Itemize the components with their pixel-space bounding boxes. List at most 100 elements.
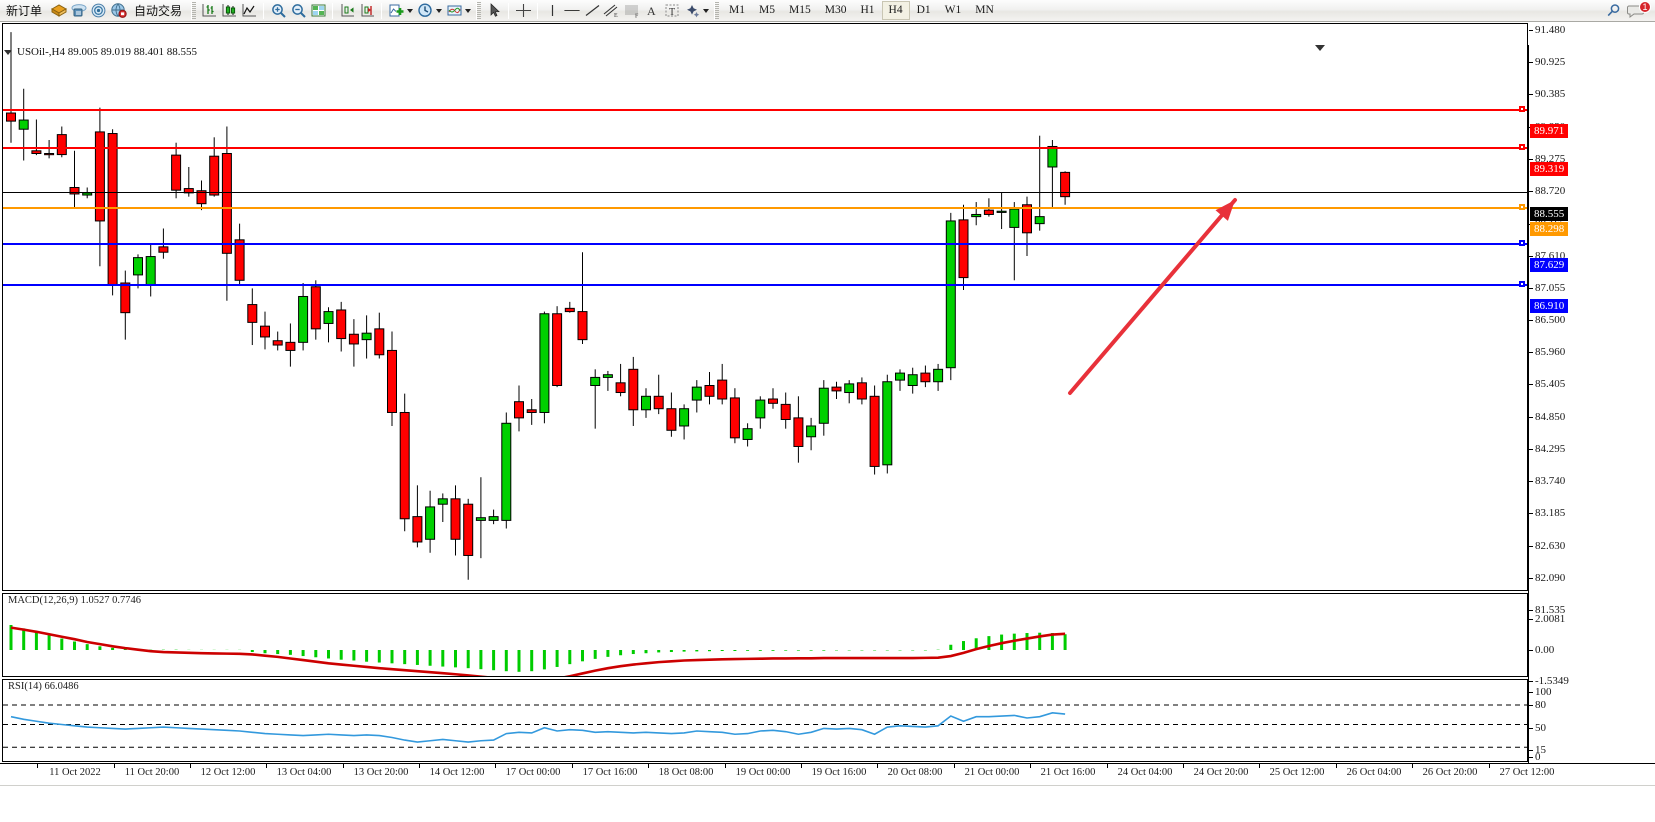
chart-shift-icon[interactable] — [357, 2, 377, 20]
chart-area[interactable]: USOil-,H4 89.005 89.019 88.401 88.555 MA… — [0, 22, 1655, 822]
price-pane-canvas[interactable] — [3, 24, 1527, 590]
notification-badge: 1 — [1639, 0, 1651, 13]
axis-tick — [1529, 159, 1533, 160]
chevron-down-icon[interactable] — [703, 8, 710, 13]
level-anchor-resistance-1[interactable] — [1519, 144, 1525, 150]
level-line-support-2[interactable] — [3, 284, 1527, 286]
candle — [501, 412, 512, 529]
price-tag-support-2[interactable]: 86.910 — [1530, 299, 1569, 313]
fibonacci-icon[interactable]: F — [622, 2, 642, 20]
time-tick-label: 13 Oct 20:00 — [353, 767, 409, 778]
new-order-icon[interactable] — [48, 2, 68, 20]
price-tag-support-1[interactable]: 87.629 — [1530, 258, 1569, 272]
equidistant-channel-icon[interactable]: E — [602, 2, 622, 20]
candle — [996, 192, 1007, 230]
candle — [425, 490, 436, 553]
level-anchor-support-1[interactable] — [1519, 240, 1525, 246]
templates-icon[interactable] — [444, 2, 464, 20]
timeframe-h1[interactable]: H1 — [860, 4, 875, 16]
candle — [691, 380, 702, 413]
timeframe-m5[interactable]: M5 — [759, 4, 775, 16]
toolbar-right-group: 1 — [1603, 0, 1655, 20]
level-line-resistance-2[interactable] — [3, 109, 1527, 111]
axis-tick — [1529, 449, 1533, 450]
shapes-icon[interactable] — [682, 2, 702, 20]
time-tick-label: 17 Oct 16:00 — [582, 767, 638, 778]
level-anchor-entry-level[interactable] — [1519, 204, 1525, 210]
signals-icon[interactable] — [88, 2, 108, 20]
candle — [399, 393, 410, 532]
text-label-icon[interactable]: T — [662, 2, 682, 20]
vline-icon[interactable] — [542, 2, 562, 20]
text-icon[interactable]: A — [642, 2, 662, 20]
crosshair-icon[interactable] — [513, 2, 533, 20]
level-line-entry-level[interactable] — [3, 207, 1527, 209]
chevron-down-icon[interactable] — [436, 8, 443, 13]
line-chart-icon[interactable] — [239, 2, 259, 20]
cursor-icon[interactable] — [484, 2, 504, 20]
candle — [1047, 140, 1058, 208]
level-anchor-resistance-2[interactable] — [1519, 106, 1525, 112]
time-tick — [801, 764, 802, 768]
toolbar-separator — [263, 2, 265, 19]
time-tick-label: 11 Oct 20:00 — [124, 767, 180, 778]
cloud-upload-icon[interactable] — [68, 2, 88, 20]
candle — [653, 374, 664, 415]
bar-chart-icon[interactable] — [199, 2, 219, 20]
timeframe-d1[interactable]: D1 — [916, 4, 931, 16]
candle — [920, 365, 931, 388]
rsi-pane[interactable]: RSI(14) 66.0486 — [2, 679, 1528, 762]
axis-tick — [1529, 62, 1533, 63]
level-line-last-price[interactable] — [3, 192, 1527, 193]
candle — [44, 140, 55, 159]
axis-tick-label: 82.090 — [1535, 572, 1566, 584]
level-line-resistance-1[interactable] — [3, 147, 1527, 149]
candle — [552, 306, 563, 388]
axis-tick-label: 80 — [1535, 699, 1546, 711]
level-anchor-support-2[interactable] — [1519, 281, 1525, 287]
time-axis[interactable]: 11 Oct 2022 11 Oct 20:00 12 Oct 12:00 13 Oc… — [0, 763, 1655, 785]
axis-tick — [1529, 681, 1533, 682]
price-tag-resistance-2[interactable]: 89.971 — [1530, 124, 1569, 138]
autotrading-label: 自动交易 — [134, 3, 183, 18]
level-line-support-1[interactable] — [3, 243, 1527, 245]
price-tag-resistance-1[interactable]: 89.319 — [1530, 162, 1569, 176]
price-tag-entry-level[interactable]: 88.298 — [1530, 222, 1569, 236]
tile-windows-icon[interactable] — [308, 2, 328, 20]
zoom-in-icon[interactable] — [268, 2, 288, 20]
new-order-button[interactable]: 新订单 — [0, 1, 48, 21]
toolbar-separator — [537, 2, 539, 19]
chevron-down-icon[interactable] — [465, 8, 472, 13]
collapse-triangle-icon[interactable] — [4, 49, 12, 55]
period-clock-icon[interactable] — [415, 2, 435, 20]
candle — [564, 301, 575, 313]
macd-pane[interactable]: MACD(12,26,9) 1.0527 0.7746 — [2, 593, 1528, 677]
chat-bubble-icon[interactable]: 1 — [1623, 0, 1651, 20]
trendline-icon[interactable] — [582, 2, 602, 20]
toolbar-separator — [714, 1, 720, 20]
market-icon[interactable] — [108, 2, 128, 20]
search-icon[interactable] — [1603, 2, 1623, 20]
candle — [463, 498, 474, 580]
timeframe-m15[interactable]: M15 — [789, 4, 811, 16]
candle — [18, 88, 29, 161]
chevron-down-icon[interactable] — [407, 8, 414, 13]
chart-symbol-header[interactable]: USOil-,H4 89.005 89.019 88.401 88.555 — [4, 46, 197, 58]
price-tag-last-price[interactable]: 88.555 — [1530, 207, 1569, 221]
timeframe-m30[interactable]: M30 — [824, 4, 847, 16]
chart-symbol-ohlc-label: USOil-,H4 89.005 89.019 88.401 88.555 — [17, 46, 197, 58]
timeframe-m1[interactable]: M1 — [729, 4, 746, 16]
autotrading-button[interactable]: 自动交易 — [128, 1, 188, 21]
price-axis[interactable]: 91.48090.92590.38589.83089.27588.72088.1… — [1528, 24, 1655, 763]
candle — [641, 388, 651, 418]
timeframe-mn[interactable]: MN — [975, 4, 994, 16]
price-pane[interactable] — [2, 23, 1528, 591]
indicators-add-icon[interactable] — [386, 2, 406, 20]
timeframe-w1[interactable]: W1 — [944, 4, 962, 16]
zoom-out-icon[interactable] — [288, 2, 308, 20]
hline-icon[interactable] — [562, 2, 582, 20]
auto-scroll-icon[interactable] — [337, 2, 357, 20]
axis-tick — [1529, 610, 1533, 611]
candlestick-chart-icon[interactable] — [219, 2, 239, 20]
timeframe-h4[interactable]: H4 — [881, 1, 910, 20]
